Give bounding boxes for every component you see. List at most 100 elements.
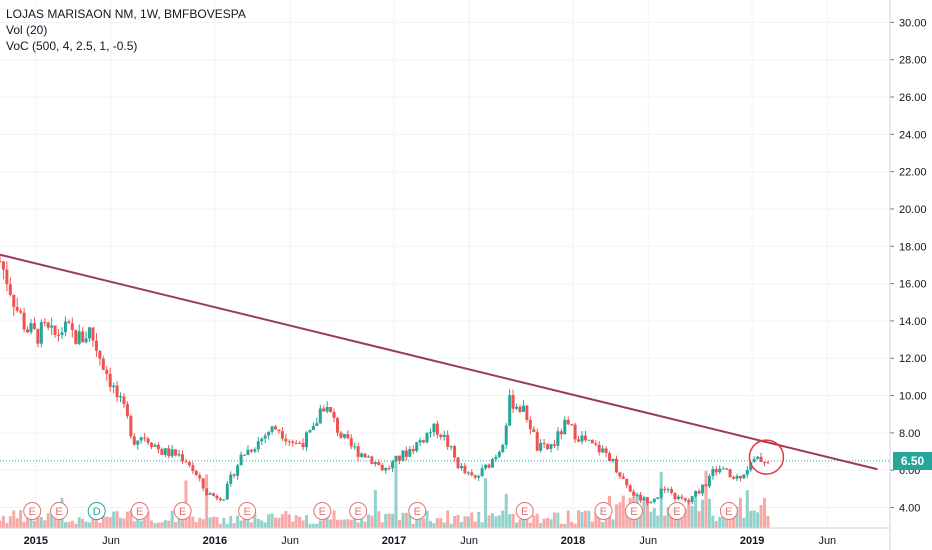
candle-body [74,329,78,344]
volume-bar [549,519,553,528]
earnings-marker [408,502,427,520]
volume-bar [39,517,43,528]
candle-body [618,472,622,477]
volume-bar [404,512,408,528]
candle-body [170,449,174,457]
volume-bar [408,513,412,528]
candle-body [649,501,653,504]
candle-body [15,306,19,311]
volume-bar [198,517,202,528]
volume-bar [81,519,85,528]
candle-body [732,477,736,479]
volume-bar [738,497,742,528]
candle-body [36,328,40,344]
candle-body [394,455,398,462]
volume-bar [112,511,116,528]
volume-bar [601,521,605,528]
candle-body [12,294,16,307]
volume-bar [36,514,40,528]
candle-body [132,436,136,445]
volume-bar [425,510,429,528]
candle-body [725,468,729,470]
volume-bar [88,522,92,528]
highlight-circle[interactable] [748,439,785,475]
candle-body [208,493,212,495]
candle-body [697,491,701,494]
y-tick-label: 8.00 [899,428,920,440]
volume-bar [470,512,474,528]
candle-body [360,453,364,457]
y-tick-label: 4.00 [899,502,920,514]
time-axis[interactable]: 2015 Jun 2016 Jun 2017 Jun 2018 Jun 2019 Jun [0,527,890,547]
symbol-title[interactable]: LOJAS MARISAON NM, 1W, BMFBOVESPA [6,7,246,21]
earnings-marker [313,502,332,520]
volume-bar [756,512,760,528]
volume-bar [70,520,74,528]
volume-bar [480,522,484,528]
volume-bar [521,518,525,528]
volume-bar [67,521,71,528]
volume-bar [508,514,512,528]
candle-body [446,434,450,447]
volume-bar [577,510,581,528]
volume-bar [94,515,98,528]
volume-bar [181,512,185,528]
candle-body [659,488,663,498]
volume-bar [683,508,687,528]
volume-bar [673,517,677,528]
earnings-marker-label: E [630,506,637,518]
candle-body [673,492,677,500]
volume-bar [594,511,598,528]
candle-body [525,405,529,420]
candle-body [642,497,646,501]
candle-body [432,423,436,433]
volume-indicator-label[interactable]: Vol (20) [6,23,48,37]
volume-bar [752,510,756,528]
price-axis[interactable]: 4.006.008.0010.0012.0014.0016.0018.0020.… [890,17,927,514]
candle-body [763,462,767,464]
candle-body [676,496,680,500]
candle-body [473,475,477,478]
volume-bar [642,500,646,528]
candle-body [466,472,470,474]
last-price-badge: 6.50 [893,451,932,470]
candle-body [32,323,36,329]
candle-body [150,442,154,447]
candle-body [745,470,749,475]
volume-bar [411,523,415,528]
earnings-marker [515,502,534,520]
volume-bar [590,521,594,528]
candle-body [418,440,422,443]
volume-bar [432,523,436,528]
volume-bar [360,518,364,528]
volume-bar [122,518,126,528]
volume-bar [170,510,174,528]
candle-body [701,484,705,494]
voc-indicator-label[interactable]: VoC (500, 4, 2.5, 1, -0.5) [6,39,138,53]
y-tick-label: 16.00 [899,279,927,291]
earnings-marker-label: E [521,506,528,518]
candle-body [590,439,594,444]
candle-body [198,475,202,479]
candle-body [181,454,185,462]
candle-body [267,432,271,436]
candle-body [456,457,460,469]
volume-bar [342,519,346,528]
dividend-marker-label: D [93,506,101,518]
candle-body [115,385,119,398]
candle-body [215,495,219,499]
earnings-marker-label: E [354,506,361,518]
candle-body [666,489,670,491]
candle-body [587,439,591,441]
volume-bar [187,516,191,528]
volume-bar [1,515,5,528]
candle-body [442,434,446,438]
volume-bar [473,521,477,528]
candle-body [191,465,195,471]
volume-bar [532,515,536,528]
volume-bar [580,512,584,528]
trend-line[interactable] [0,253,878,471]
volume-bar [497,515,501,528]
